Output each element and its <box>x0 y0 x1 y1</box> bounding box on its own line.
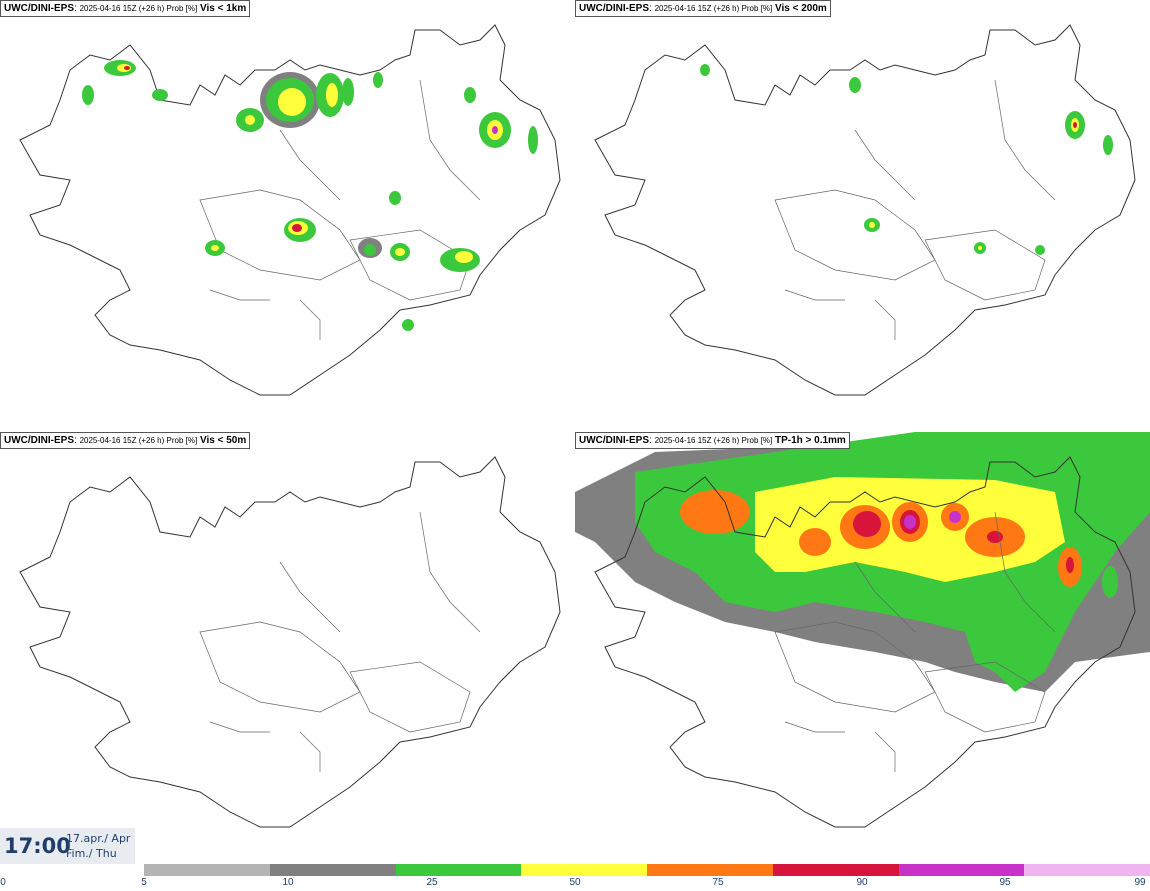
map-panel-tp-1h: UWC/DINI-EPS: 2025-04-16 15Z (+26 h) Pro… <box>575 432 1150 862</box>
region-boundary <box>924 661 1046 733</box>
coast-outline <box>19 456 561 828</box>
region-boundary <box>279 561 341 633</box>
model-name: UWC/DINI-EPS <box>579 435 649 446</box>
legend-swatch <box>1024 864 1150 876</box>
color-legend <box>144 864 1150 876</box>
model-name: UWC/DINI-EPS <box>4 435 74 446</box>
coast-outline <box>19 24 561 396</box>
region-boundary <box>874 731 896 772</box>
legend-tick-label: 90 <box>856 877 868 888</box>
probability-field <box>700 64 1113 255</box>
region-boundary <box>784 289 845 301</box>
map-panel-vis-50m: UWC/DINI-EPS: 2025-04-16 15Z (+26 h) Pro… <box>0 432 575 862</box>
region-boundary <box>199 621 361 713</box>
run-info: 2025-04-16 15Z (+26 h) Prob [%] <box>654 436 773 445</box>
region-boundary <box>299 299 321 340</box>
legend-tick-label: 5 <box>141 877 147 888</box>
legend-tick-label: 99 <box>1134 877 1146 888</box>
legend-swatch <box>898 864 1025 876</box>
legend-swatch <box>395 864 522 876</box>
coastline <box>19 456 561 828</box>
region-boundary <box>854 129 916 201</box>
variable-name: Vis < 1km <box>199 3 247 14</box>
coastline <box>594 24 1136 396</box>
legend-swatch <box>521 864 647 876</box>
variable-name: Vis < 50m <box>199 435 247 446</box>
model-name: UWC/DINI-EPS <box>4 3 74 14</box>
run-info: 2025-04-16 15Z (+26 h) Prob [%] <box>79 4 198 13</box>
coast-outline <box>594 456 1136 828</box>
region-boundary <box>994 511 1056 633</box>
iceland-map <box>594 24 1136 396</box>
variable-name: TP-1h > 0.1mm <box>774 435 846 446</box>
legend-tick-label: 75 <box>712 877 724 888</box>
run-info: 2025-04-16 15Z (+26 h) Prob [%] <box>654 4 773 13</box>
iceland-map <box>19 456 561 828</box>
valid-time: 17:00 <box>4 834 71 858</box>
coast-outline <box>594 24 1136 396</box>
coastline <box>594 456 1136 828</box>
panel-title: UWC/DINI-EPS: 2025-04-16 15Z (+26 h) Pro… <box>0 0 251 17</box>
panel-title: UWC/DINI-EPS: 2025-04-16 15Z (+26 h) Pro… <box>0 432 251 449</box>
legend-swatch <box>772 864 899 876</box>
region-boundary <box>994 79 1056 201</box>
map-panel-vis-200m: UWC/DINI-EPS: 2025-04-16 15Z (+26 h) Pro… <box>575 0 1150 430</box>
legend-swatch <box>269 864 396 876</box>
region-boundary <box>854 561 916 633</box>
panel-title: UWC/DINI-EPS: 2025-04-16 15Z (+26 h) Pro… <box>575 0 831 17</box>
model-name: UWC/DINI-EPS <box>579 3 649 14</box>
region-boundary <box>784 721 845 733</box>
region-boundary <box>419 79 481 201</box>
legend-tick-label: 25 <box>426 877 438 888</box>
region-boundary <box>419 511 481 633</box>
panel-title: UWC/DINI-EPS: 2025-04-16 15Z (+26 h) Pro… <box>575 432 850 449</box>
valid-weekday: Fim./ Thu <box>66 847 117 860</box>
iceland-map <box>575 432 1150 828</box>
region-boundary <box>774 189 936 281</box>
valid-date: 17.apr./ Apr <box>66 832 131 845</box>
region-boundary <box>349 229 471 301</box>
probability-field <box>575 432 1150 692</box>
region-boundary <box>349 661 471 733</box>
region-boundary <box>279 129 341 201</box>
probability-field <box>82 60 538 331</box>
region-boundary <box>874 299 896 340</box>
legend-tick-label: 0 <box>0 877 6 888</box>
legend-swatch <box>647 864 773 876</box>
region-boundary <box>299 731 321 772</box>
region-boundary <box>209 289 270 301</box>
run-info: 2025-04-16 15Z (+26 h) Prob [%] <box>79 436 198 445</box>
valid-time-box: 17:00 17.apr./ Apr Fim./ Thu <box>0 828 135 864</box>
iceland-map <box>19 24 561 396</box>
legend-tick-label: 50 <box>569 877 581 888</box>
legend-swatch <box>144 864 270 876</box>
region-boundary <box>924 229 1046 301</box>
legend-tick-label: 95 <box>999 877 1011 888</box>
region-boundary <box>209 721 270 733</box>
map-panel-vis-1km: UWC/DINI-EPS: 2025-04-16 15Z (+26 h) Pro… <box>0 0 575 430</box>
region-boundary <box>199 189 361 281</box>
coastline <box>19 24 561 396</box>
legend-tick-label: 10 <box>282 877 294 888</box>
variable-name: Vis < 200m <box>774 3 827 14</box>
